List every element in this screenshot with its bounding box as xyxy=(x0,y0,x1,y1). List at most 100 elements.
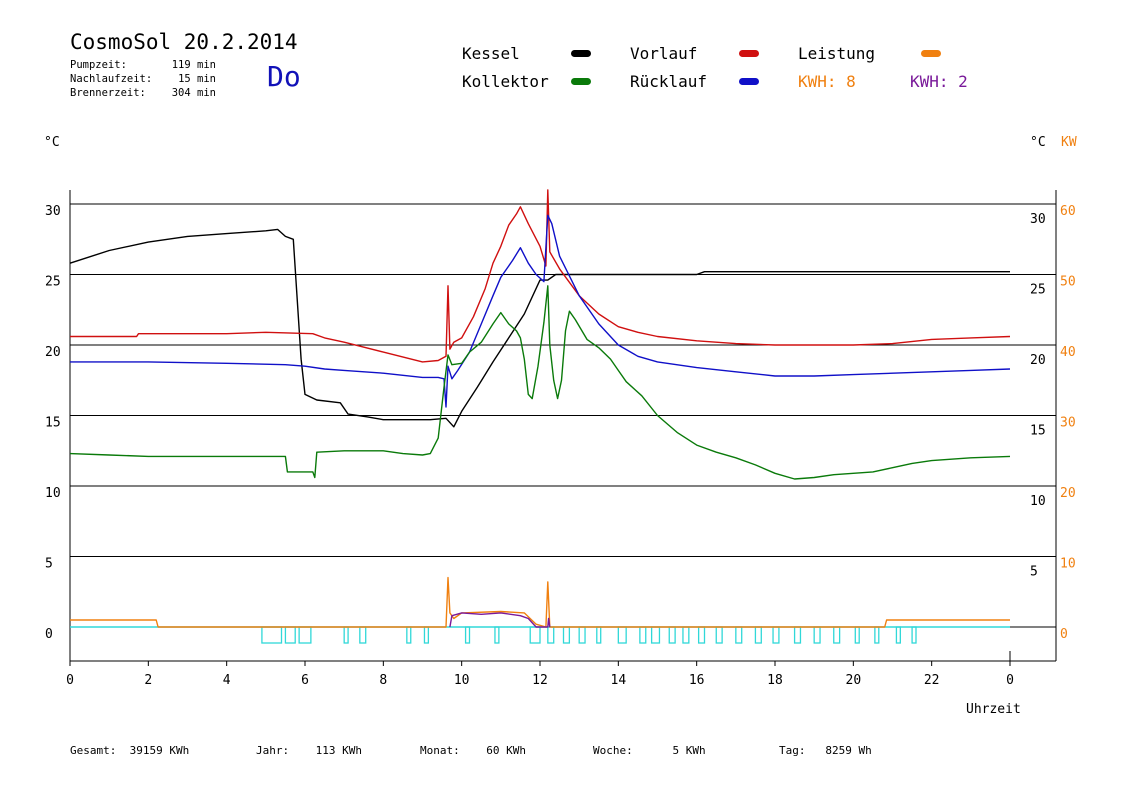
stat-brennerzeit: Brennerzeit: 304 min xyxy=(70,87,216,99)
x-tick-label: 18 xyxy=(767,673,783,688)
y-tick-label-kw: 0 xyxy=(1060,627,1068,642)
pump-interval-mark xyxy=(359,626,367,644)
y-tick-label-kw: 30 xyxy=(1060,416,1076,431)
pump-interval-mark xyxy=(813,626,821,644)
series-line-leistung xyxy=(70,576,1010,628)
y-tick-label-right: 15 xyxy=(1030,424,1046,439)
legend-swatch-kessel xyxy=(571,50,591,57)
y-tick-label-left: 30 xyxy=(45,204,61,219)
pump-interval-mark xyxy=(911,626,917,644)
y-tick-label-right: 10 xyxy=(1030,494,1046,509)
pump-interval-mark xyxy=(754,626,762,644)
y-tick-label-left: 10 xyxy=(45,486,61,501)
y-tick-label-kw: 60 xyxy=(1060,204,1076,219)
pump-interval-mark xyxy=(284,626,296,644)
footer-woche: Woche: 5 KWh xyxy=(593,744,706,757)
legend-kwh-b: KWH: 2 xyxy=(910,72,968,91)
stat-label: Pumpzeit: xyxy=(70,59,127,71)
pump-interval-mark xyxy=(735,626,743,644)
legend-vorlauf: Vorlauf xyxy=(630,44,698,63)
pump-interval-mark xyxy=(772,626,780,644)
y-tick-label-kw: 50 xyxy=(1060,275,1076,290)
right-axis-unit: °C xyxy=(1030,135,1046,150)
stat-value: 15 min xyxy=(178,73,216,85)
y-tick-label-left: 20 xyxy=(45,345,61,360)
y-tick-label-left: 15 xyxy=(45,416,61,431)
pump-interval-mark xyxy=(639,626,647,644)
legend-swatch-leistung xyxy=(921,50,941,57)
x-tick-label: 4 xyxy=(223,673,231,688)
pump-interval-mark xyxy=(715,626,723,644)
y-tick-label-right: 5 xyxy=(1030,565,1038,580)
x-tick-label: 22 xyxy=(924,673,940,688)
pump-interval-mark xyxy=(547,626,555,644)
x-tick-label: 16 xyxy=(689,673,705,688)
pump-interval-mark xyxy=(697,626,706,644)
series-line-kwh-2 xyxy=(449,612,551,628)
footer-label: Monat: xyxy=(420,744,460,757)
series-line-kessel xyxy=(69,228,1010,428)
legend-swatch-ruecklauf xyxy=(739,78,759,85)
pump-interval-mark xyxy=(793,626,802,644)
pump-interval-mark xyxy=(617,626,627,644)
footer-gesamt: Gesamt: 39159 KWh xyxy=(70,744,189,757)
legend-kwh-a: KWH: 8 xyxy=(798,72,856,91)
footer-value: 39159 KWh xyxy=(129,744,190,757)
x-tick-label: 8 xyxy=(379,673,387,688)
y-tick-label-left: 25 xyxy=(45,275,61,290)
x-tick-label: 0 xyxy=(66,673,74,688)
footer-label: Tag: xyxy=(779,744,806,757)
y-tick-label-right: 30 xyxy=(1030,212,1046,227)
pump-interval-mark xyxy=(529,626,541,644)
stat-value: 119 min xyxy=(171,59,216,71)
pump-interval-mark xyxy=(406,626,412,644)
stat-label: Nachlaufzeit: xyxy=(70,73,153,85)
series-line-r-cklauf xyxy=(70,214,1011,408)
pump-interval-mark xyxy=(578,626,586,644)
stat-nachlaufzeit: Nachlaufzeit: 15 min xyxy=(70,73,216,85)
y-tick-label-kw: 20 xyxy=(1060,486,1076,501)
y-tick-label-left: 0 xyxy=(45,627,53,642)
stat-label: Brennerzeit: xyxy=(70,87,146,99)
footer-label: Woche: xyxy=(593,744,633,757)
pump-interval-mark xyxy=(874,626,880,644)
pump-interval-mark xyxy=(494,626,500,644)
right-axis-unit-kw: KW xyxy=(1061,135,1077,150)
footer-value: 60 KWh xyxy=(486,744,526,757)
footer-monat: Monat: 60 KWh xyxy=(420,744,526,757)
legend-leistung: Leistung xyxy=(798,44,876,63)
x-axis-label: Uhrzeit xyxy=(966,702,1021,717)
y-tick-label-left: 5 xyxy=(45,557,53,572)
y-tick-label-right: 25 xyxy=(1030,283,1046,298)
y-tick-label-kw: 40 xyxy=(1060,345,1076,360)
footer-label: Gesamt: xyxy=(70,744,117,757)
legend-swatch-vorlauf xyxy=(739,50,759,57)
pump-interval-mark xyxy=(562,626,571,644)
pump-interval-mark xyxy=(668,626,676,644)
pump-interval-mark xyxy=(261,626,283,644)
footer-jahr: Jahr: 113 KWh xyxy=(256,744,362,757)
legend-swatch-kollektor xyxy=(571,78,591,85)
y-tick-label-right: 20 xyxy=(1030,353,1046,368)
footer-value: 5 KWh xyxy=(672,744,706,757)
x-tick-label: 6 xyxy=(301,673,309,688)
legend-kessel: Kessel xyxy=(462,44,520,63)
pump-interval-mark xyxy=(895,626,901,644)
x-tick-label: 0 xyxy=(1006,673,1014,688)
series-line-kollektor xyxy=(69,285,1011,480)
legend-ruecklauf: Rücklauf xyxy=(630,72,708,91)
pump-interval-mark xyxy=(833,626,841,644)
weekday-label: Do xyxy=(267,60,301,93)
pump-interval-mark xyxy=(343,626,349,644)
footer-label: Jahr: xyxy=(256,744,290,757)
x-tick-label: 14 xyxy=(611,673,627,688)
stat-value: 304 min xyxy=(171,87,216,99)
pump-interval-mark xyxy=(423,626,430,644)
pump-interval-mark xyxy=(464,626,471,644)
x-tick-label: 2 xyxy=(144,673,152,688)
footer-tag: Tag: 8259 Wh xyxy=(779,744,872,757)
x-tick-label: 10 xyxy=(454,673,470,688)
footer-value: 113 KWh xyxy=(315,744,362,757)
left-axis-unit: °C xyxy=(44,135,60,150)
pump-interval-mark xyxy=(854,626,860,644)
